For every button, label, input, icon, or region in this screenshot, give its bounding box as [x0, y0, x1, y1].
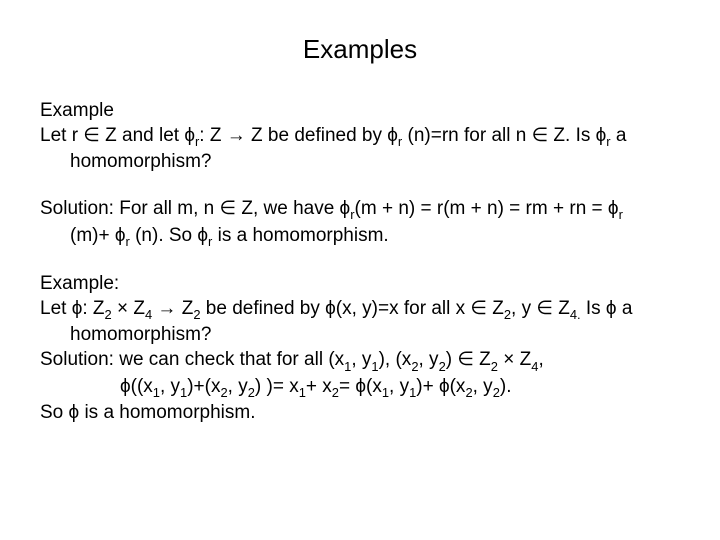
sub-1: 1: [409, 385, 416, 400]
ex2-l2: homomorphism?: [40, 323, 680, 348]
phi-d: , y: [228, 376, 248, 397]
ex2-l1-b: × Z: [112, 298, 145, 319]
phi-k: ).: [500, 376, 512, 397]
ex1-l1-b: : Z → Z be defined by ϕ: [199, 125, 398, 146]
sol1-l2-c: is a homomorphism.: [212, 225, 388, 246]
phi-e: ) )= x: [255, 376, 299, 397]
ex1-l1-c: (n)=rn for all n ∈ Z. Is ϕ: [402, 125, 606, 146]
sol1-l2-a: (m)+ ϕ: [70, 225, 126, 246]
solution-1: Solution: For all m, n ∈ Z, we have ϕr(m…: [40, 197, 680, 250]
ex1-l2: homomorphism?: [40, 150, 680, 175]
ex2-l1-c: → Z: [152, 298, 193, 319]
sub-4: 4: [145, 307, 152, 322]
sub-2: 2: [332, 385, 339, 400]
sub-1: 1: [371, 359, 378, 374]
sub-1: 1: [299, 385, 306, 400]
phi-a: ϕ((x: [120, 376, 153, 397]
sub-2: 2: [411, 359, 418, 374]
ex1-l1-a: Let r ∈ Z and let ϕ: [40, 125, 195, 146]
slide: Examples Example Let r ∈ Z and let ϕr: Z…: [0, 0, 720, 540]
sub-1: 1: [153, 385, 160, 400]
phi-b: , y: [160, 376, 180, 397]
sub-2: 2: [439, 359, 446, 374]
sub-r: r: [398, 134, 402, 149]
sub-2: 2: [220, 385, 227, 400]
sub-r: r: [619, 207, 623, 222]
example-2: Example: Let ϕ: Z2 × Z4 → Z2 be defined …: [40, 272, 680, 426]
sol1-l2: (m)+ ϕr (n). So ϕr is a homomorphism.: [40, 224, 680, 251]
ex2-conclude: So ϕ is a homomorphism.: [40, 402, 256, 423]
sub-2: 2: [248, 385, 255, 400]
sub-2: 2: [465, 385, 472, 400]
ex2-sol-e: ) ∈ Z: [446, 349, 491, 370]
example-1-label: Example: [40, 100, 114, 121]
sub-r: r: [126, 234, 130, 249]
ex2-l1-f: Is ϕ a: [581, 298, 633, 319]
sub-r: r: [606, 134, 610, 149]
phi-g: = ϕ(x: [339, 376, 382, 397]
ex1-l1-d: a: [611, 125, 627, 146]
sub-1: 1: [344, 359, 351, 374]
sub-2: 2: [193, 307, 200, 322]
sub-2: 2: [493, 385, 500, 400]
slide-title: Examples: [40, 34, 680, 65]
ex2-sol-c: ), (x: [379, 349, 412, 370]
ex2-l1-d: be defined by ϕ(x, y)=x for all x ∈ Z: [201, 298, 504, 319]
sub-4: 4: [531, 359, 538, 374]
phi-f: + x: [306, 376, 332, 397]
phi-j: , y: [473, 376, 493, 397]
example-2-label: Example:: [40, 273, 119, 294]
sol1-l1-a: Solution: For all m, n ∈ Z, we have ϕ: [40, 198, 350, 219]
ex2-sol-d: , y: [419, 349, 439, 370]
sub-r: r: [350, 207, 354, 222]
sub-r: r: [195, 134, 199, 149]
sub-2: 2: [105, 307, 112, 322]
ex2-sol-g: ,: [538, 349, 543, 370]
sub-r: r: [208, 234, 212, 249]
phi-i: )+ ϕ(x: [416, 376, 465, 397]
sub-2: 2: [491, 359, 498, 374]
sub-2: 2: [504, 307, 511, 322]
sub-1: 1: [382, 385, 389, 400]
ex2-sol-a: Solution: we can check that for all (x: [40, 349, 344, 370]
example-1: Example Let r ∈ Z and let ϕr: Z → Z be d…: [40, 99, 680, 175]
ex2-sol-b: , y: [351, 349, 371, 370]
sol1-l1-b: (m + n) = r(m + n) = rm + rn = ϕ: [355, 198, 619, 219]
ex2-sol-f: × Z: [498, 349, 531, 370]
sub-4dot: 4.: [570, 307, 581, 322]
sub-1: 1: [180, 385, 187, 400]
ex2-l1-a: Let ϕ: Z: [40, 298, 105, 319]
ex2-l1-e: , y ∈ Z: [511, 298, 570, 319]
phi-h: , y: [389, 376, 409, 397]
sol1-l2-b: (n). So ϕ: [130, 225, 208, 246]
ex2-phi-line: ϕ((x1, y1)+(x2, y2) )= x1+ x2= ϕ(x1, y1)…: [40, 375, 680, 402]
phi-c: )+(x: [187, 376, 220, 397]
